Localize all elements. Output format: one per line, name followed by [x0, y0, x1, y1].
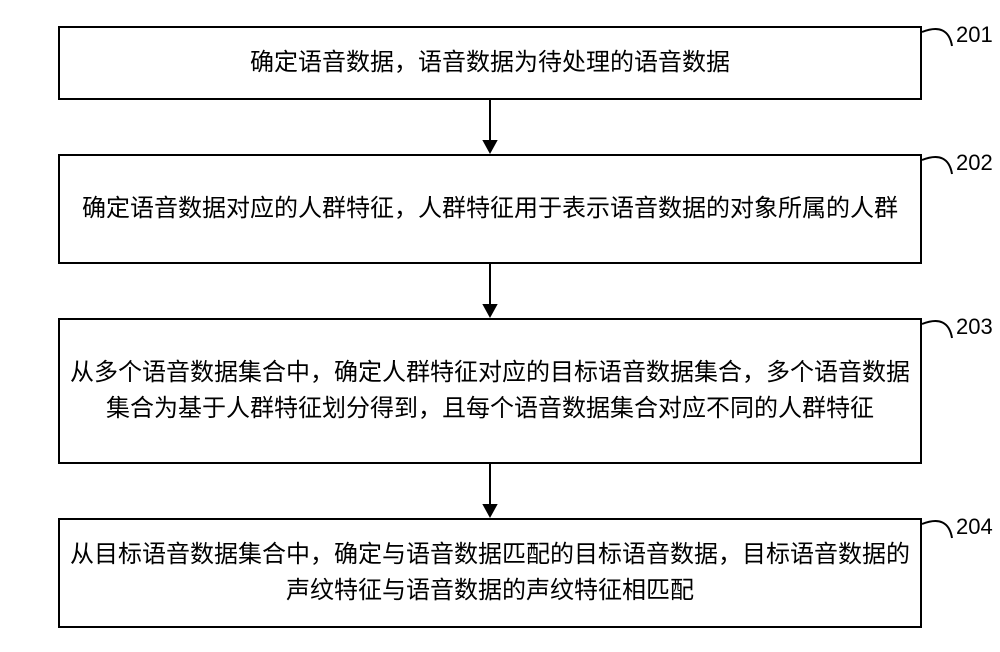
- flowchart-node-204: 从目标语音数据集合中，确定与语音数据匹配的目标语音数据，目标语音数据的声纹特征与…: [58, 518, 922, 628]
- node-text: 从目标语音数据集合中，确定与语音数据匹配的目标语音数据，目标语音数据的声纹特征与…: [70, 537, 910, 609]
- node-text: 从多个语音数据集合中，确定人群特征对应的目标语音数据集合，多个语音数据集合为基于…: [70, 355, 910, 427]
- node-label-201: 201: [956, 22, 993, 48]
- flowchart-node-203: 从多个语音数据集合中，确定人群特征对应的目标语音数据集合，多个语音数据集合为基于…: [58, 318, 922, 464]
- flowchart-canvas: 确定语音数据，语音数据为待处理的语音数据 201 确定语音数据对应的人群特征，人…: [0, 0, 1000, 652]
- node-label-202: 202: [956, 150, 993, 176]
- node-text: 确定语音数据对应的人群特征，人群特征用于表示语音数据的对象所属的人群: [82, 191, 898, 227]
- flowchart-node-202: 确定语音数据对应的人群特征，人群特征用于表示语音数据的对象所属的人群: [58, 154, 922, 264]
- node-label-203: 203: [956, 314, 993, 340]
- node-text: 确定语音数据，语音数据为待处理的语音数据: [250, 45, 730, 81]
- flowchart-node-201: 确定语音数据，语音数据为待处理的语音数据: [58, 26, 922, 100]
- node-label-204: 204: [956, 514, 993, 540]
